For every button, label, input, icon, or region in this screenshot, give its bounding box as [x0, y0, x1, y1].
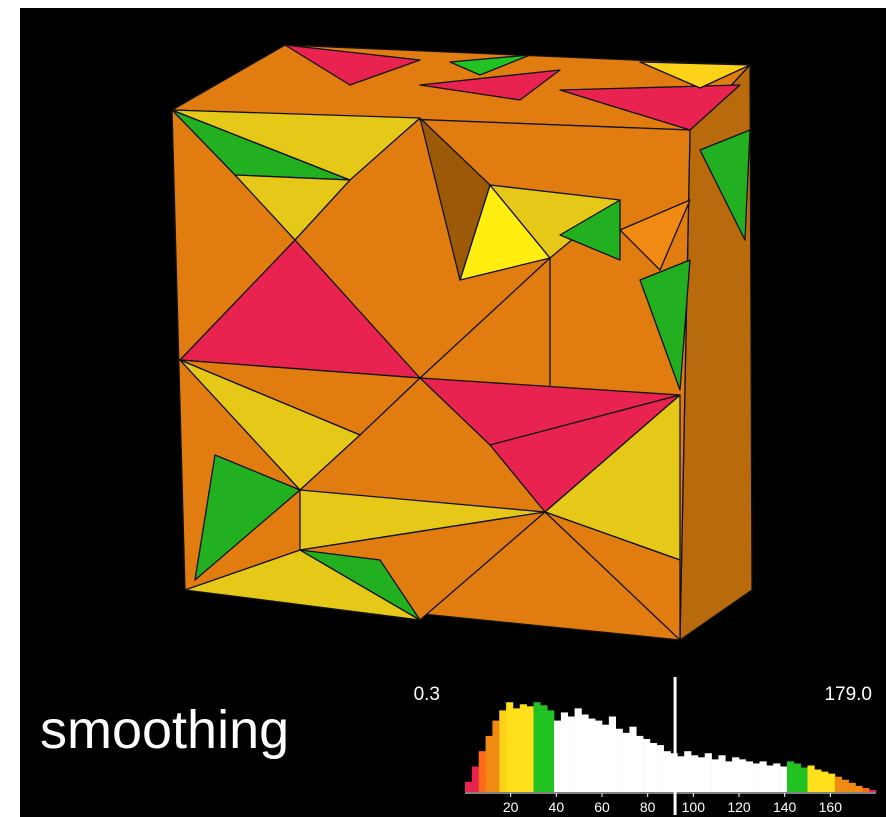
bar — [547, 710, 554, 792]
bar — [534, 702, 541, 792]
bar — [760, 761, 767, 792]
bar — [643, 739, 650, 792]
bar — [513, 708, 520, 792]
mesh-cube — [172, 45, 752, 640]
bar — [828, 774, 835, 792]
bar — [486, 736, 493, 792]
x-tick-label: 80 — [640, 799, 656, 815]
bar — [835, 777, 842, 792]
bar — [821, 772, 828, 792]
x-tick-label: 40 — [549, 799, 565, 815]
bar — [499, 710, 506, 792]
bar — [712, 759, 719, 792]
bar — [814, 770, 821, 792]
x-tick-label: 20 — [503, 799, 519, 815]
bar — [862, 788, 869, 792]
bar — [677, 756, 684, 792]
bar — [780, 767, 787, 793]
bar — [753, 763, 760, 792]
bar — [581, 714, 588, 792]
bar — [725, 761, 732, 792]
bar — [732, 757, 739, 792]
bar — [506, 702, 513, 792]
bar — [492, 721, 499, 792]
bar — [705, 753, 712, 792]
bar — [664, 751, 671, 792]
bar — [561, 712, 568, 792]
bar — [554, 721, 561, 792]
bar — [766, 765, 773, 792]
x-tick-label: 60 — [594, 799, 610, 815]
min-label: 0.3 — [414, 684, 440, 705]
bar — [616, 729, 623, 792]
bar — [746, 761, 753, 792]
bar — [650, 743, 657, 792]
bar — [595, 721, 602, 792]
bar — [842, 780, 849, 792]
bar — [801, 768, 808, 792]
bar — [698, 757, 705, 792]
bar — [588, 719, 595, 792]
bar — [657, 745, 664, 792]
bar — [855, 786, 862, 792]
x-tick-label: 120 — [727, 799, 751, 815]
page: smoothing 0.3 179.0 20 40 60 80 100 120 140 160… — [0, 0, 886, 817]
bar — [629, 727, 636, 792]
bar — [787, 761, 794, 792]
x-tick-label: 160 — [819, 799, 843, 815]
x-tick-label: 100 — [682, 799, 706, 815]
x-tick-label: 140 — [773, 799, 797, 815]
bar — [808, 765, 815, 792]
bar — [739, 759, 746, 792]
bar — [568, 717, 575, 792]
bar — [773, 763, 780, 792]
bar — [869, 790, 876, 792]
bar — [849, 783, 856, 792]
bar — [527, 706, 534, 792]
bar — [602, 725, 609, 792]
bar — [718, 755, 725, 792]
bar — [623, 733, 630, 792]
bar — [520, 704, 527, 792]
max-label: 179.0 — [824, 684, 872, 705]
bar — [794, 763, 801, 792]
bar — [636, 736, 643, 792]
bar — [609, 717, 616, 792]
bar — [691, 755, 698, 792]
bar — [540, 705, 547, 792]
annotation: smoothing — [40, 700, 289, 760]
bar — [472, 767, 479, 793]
bar — [575, 708, 582, 792]
bar — [479, 751, 486, 792]
bar — [465, 782, 472, 792]
bar — [684, 751, 691, 792]
figure: smoothing 0.3 179.0 20 40 60 80 100 120 140 160 — [0, 0, 886, 817]
